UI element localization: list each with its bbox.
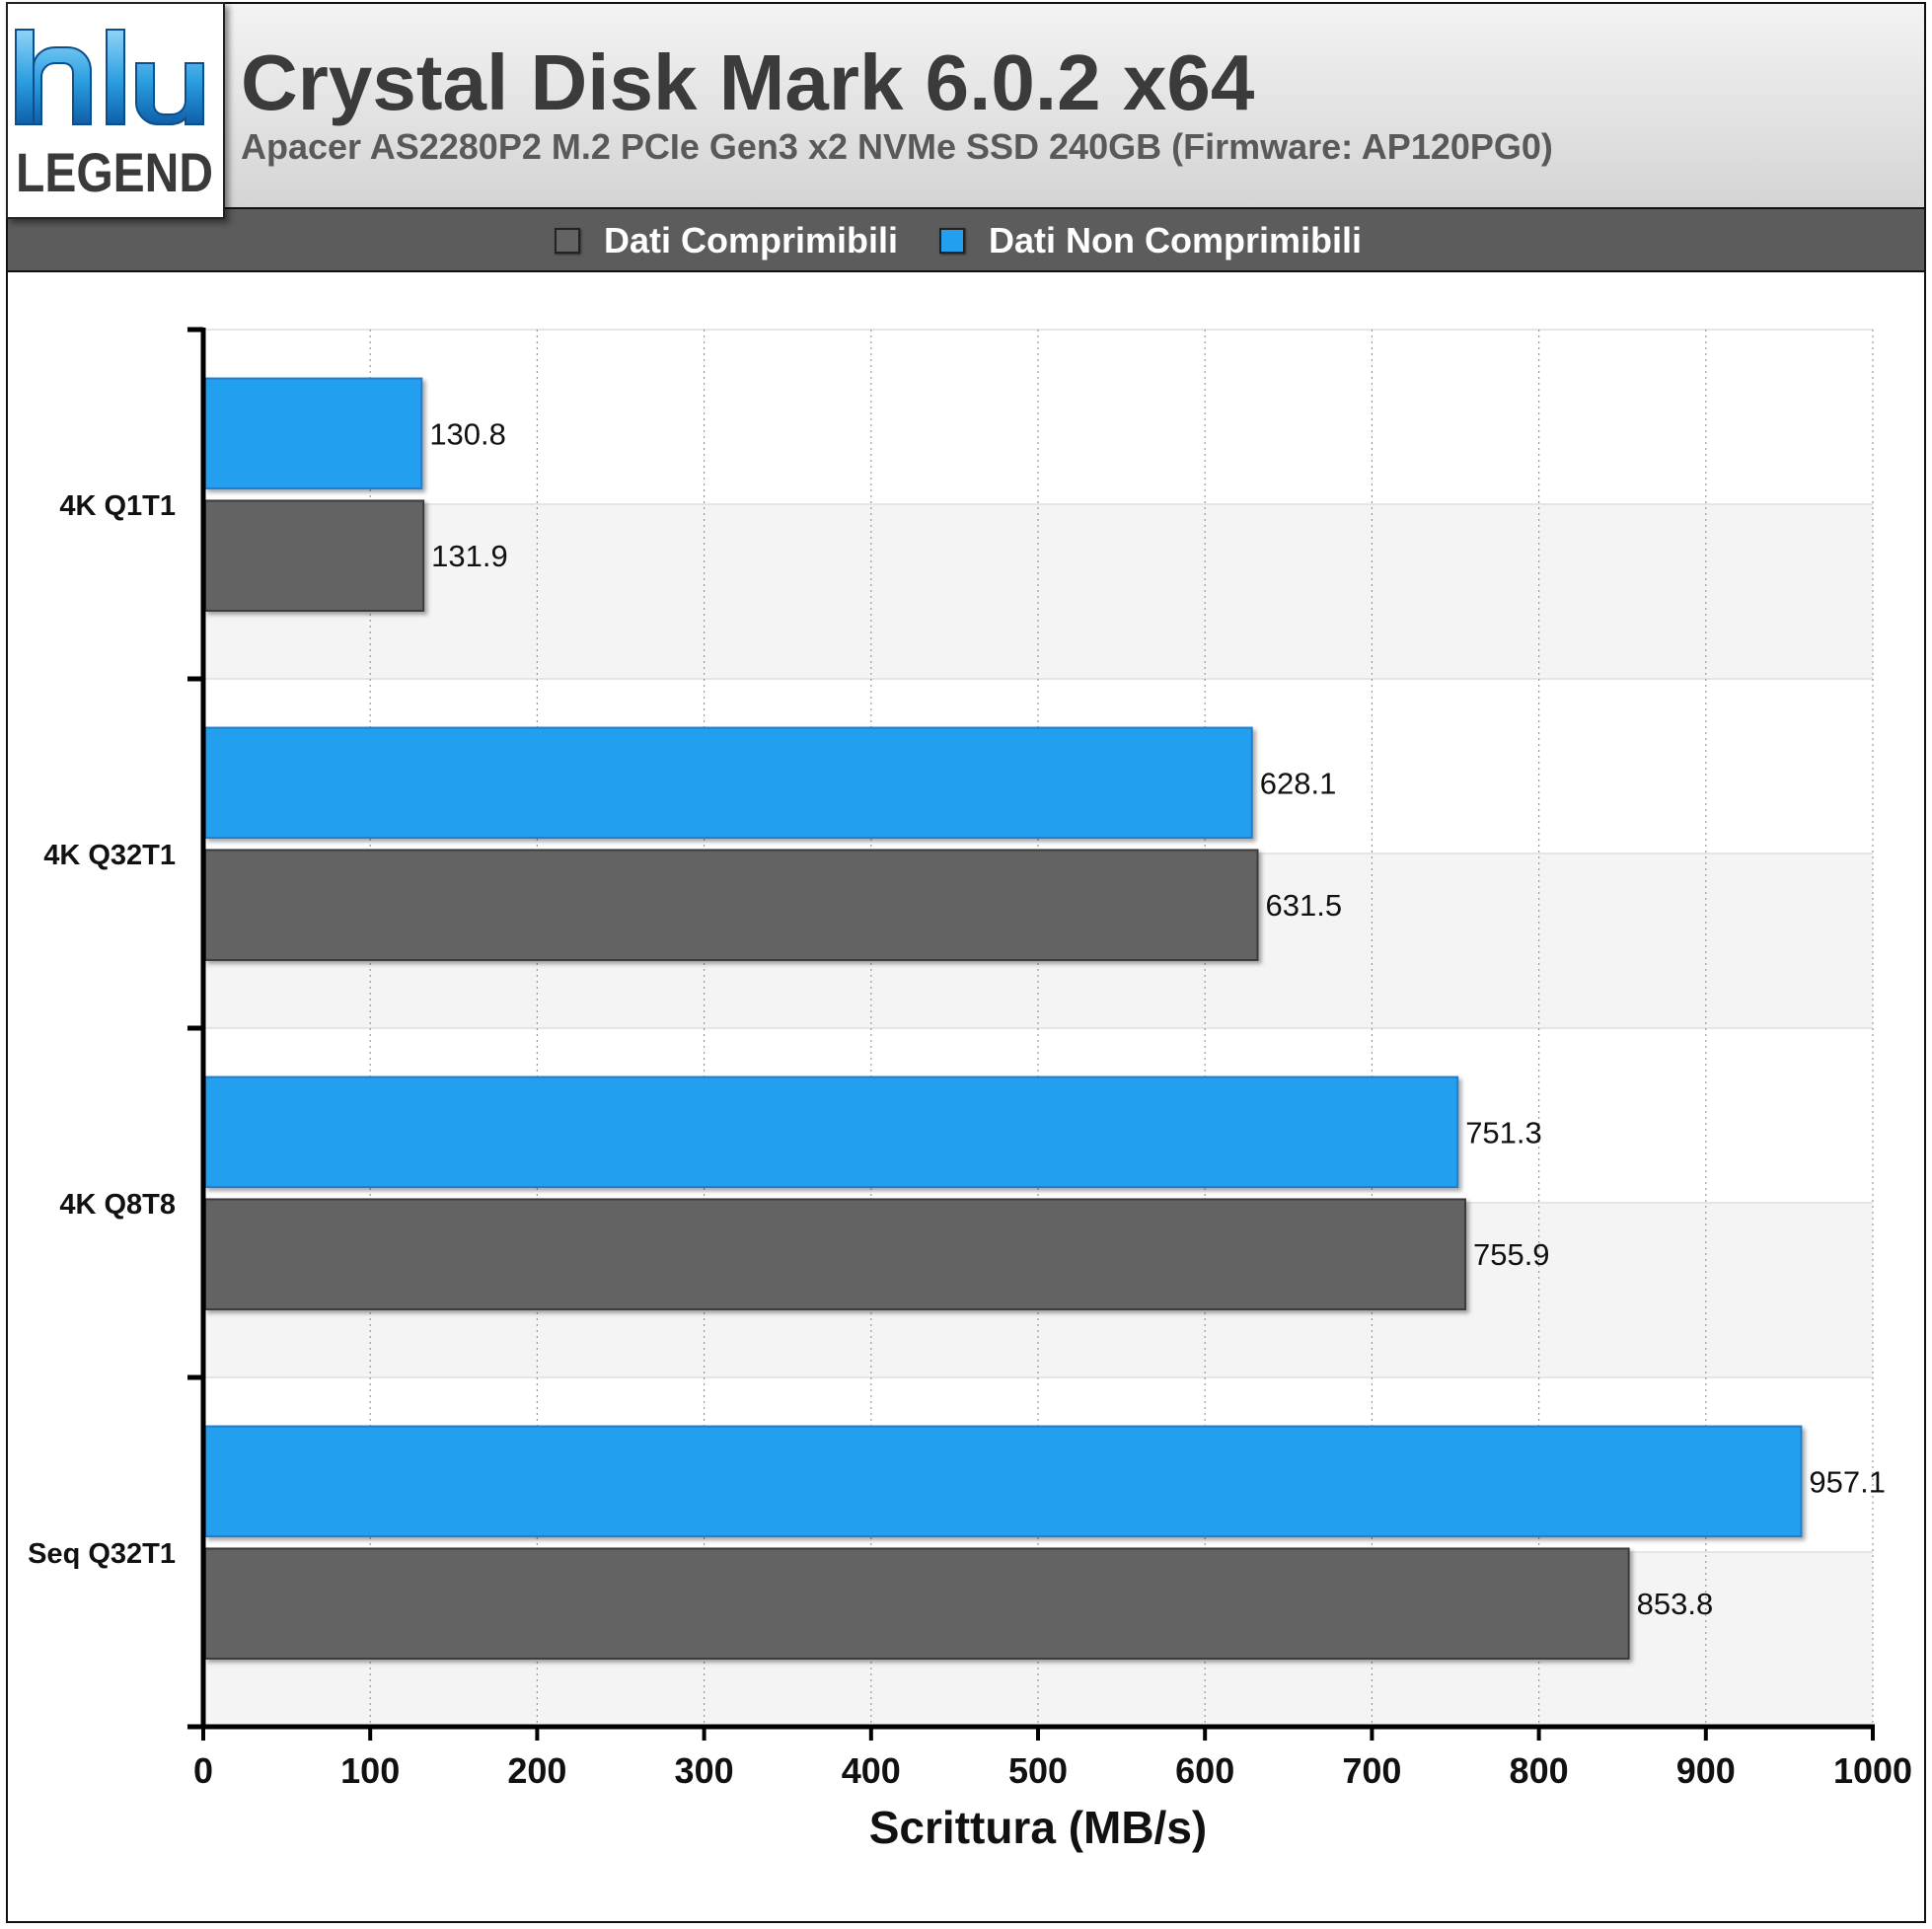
legend-label-comprimibili: Dati Comprimibili (604, 220, 899, 260)
data-label: 631.5 (1265, 888, 1342, 923)
legend-swatch-non-comprimibili (939, 228, 965, 254)
bar-non-comprimibili (204, 377, 423, 490)
x-tick-label: 100 (340, 1750, 400, 1791)
data-label: 957.1 (1809, 1464, 1886, 1499)
bar-comprimibili (204, 1547, 1630, 1660)
x-tick-label: 400 (842, 1750, 901, 1791)
category-label: 4K Q1T1 (59, 490, 176, 522)
chart-header (6, 2, 1926, 209)
category-label: 4K Q32T1 (43, 840, 176, 871)
bar-non-comprimibili (204, 726, 1253, 840)
x-tick-label: 200 (507, 1750, 566, 1791)
legend-item-comprimibili: Dati Comprimibili (555, 220, 899, 260)
chart-title: Crystal Disk Mark 6.0.2 x64 (241, 38, 1255, 126)
legend: Dati Comprimibili Dati Non Comprimibili (6, 207, 1926, 272)
x-tick-label: 1000 (1833, 1750, 1912, 1791)
data-label: 755.9 (1473, 1237, 1550, 1272)
logo-text: LEGEND (16, 141, 213, 203)
legend-swatch-comprimibili (555, 228, 580, 254)
bar-non-comprimibili (204, 1076, 1459, 1189)
bar-comprimibili (204, 499, 425, 612)
data-label: 628.1 (1260, 766, 1337, 800)
bar-non-comprimibili (204, 1425, 1803, 1538)
category-label: Seq Q32T1 (28, 1538, 176, 1570)
bar-comprimibili (204, 849, 1259, 961)
data-label: 751.3 (1465, 1115, 1542, 1150)
legend-item-non-comprimibili: Dati Non Comprimibili (939, 220, 1362, 260)
chart-subtitle: Apacer AS2280P2 M.2 PCIe Gen3 x2 NVMe SS… (241, 126, 1553, 167)
category-label: 4K Q8T8 (59, 1189, 176, 1221)
x-tick-label: 0 (193, 1750, 213, 1791)
bar-comprimibili (204, 1198, 1466, 1310)
x-tick-label: 700 (1342, 1750, 1401, 1791)
x-tick-label: 500 (1008, 1750, 1068, 1791)
x-tick-label: 800 (1510, 1750, 1569, 1791)
legend-label-non-comprimibili: Dati Non Comprimibili (989, 220, 1362, 260)
data-label: 131.9 (431, 539, 508, 573)
data-label: 853.8 (1637, 1587, 1714, 1621)
x-tick-label: 900 (1676, 1750, 1736, 1791)
plot-band (203, 330, 1873, 504)
x-axis-title: Scrittura (MB/s) (869, 1802, 1207, 1853)
site-logo: LEGEND (6, 2, 225, 219)
x-tick-label: 600 (1175, 1750, 1234, 1791)
data-label: 130.8 (429, 416, 506, 451)
x-tick-label: 300 (675, 1750, 734, 1791)
